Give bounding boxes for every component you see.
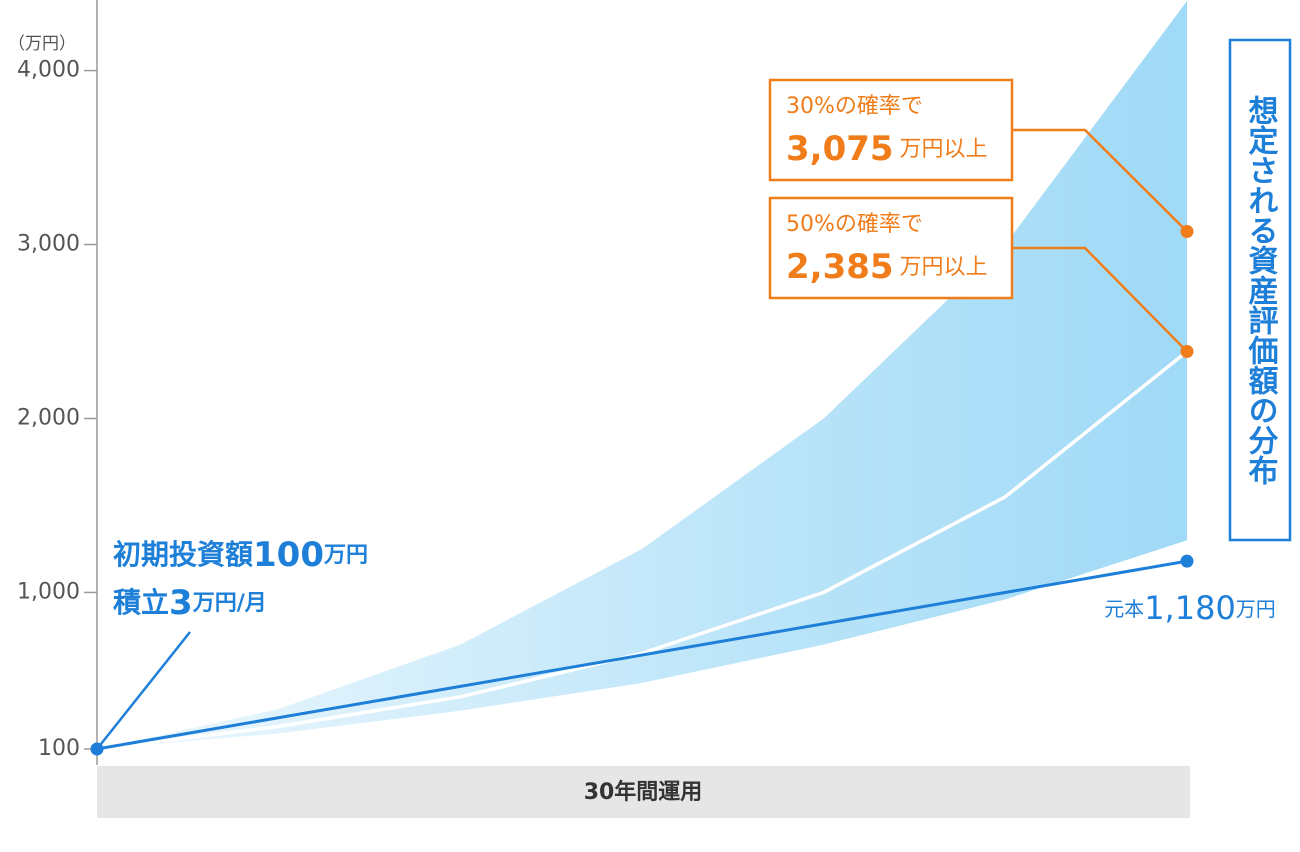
series-line <box>96 559 1188 751</box>
start-note-part: 積立 <box>113 586 169 619</box>
annotation-prefix: 30%の確率で <box>786 94 923 119</box>
annotation-leader <box>1012 128 1188 233</box>
principal-label: 元本1,180万円 <box>1104 589 1276 627</box>
start-note: 初期投資額100万円 <box>113 535 368 575</box>
annotation-leader <box>1012 246 1188 353</box>
annotation-value-label: 2,385 <box>786 247 894 287</box>
series-line <box>96 350 1189 751</box>
y-tick-label: 2,000 <box>17 405 80 430</box>
annotation-value: 3,075 万円以上 <box>786 129 988 169</box>
marker-point <box>1180 345 1194 359</box>
distribution-box <box>1228 38 1292 542</box>
y-unit: （万円） <box>8 34 76 54</box>
principal-unit: 万円 <box>1236 597 1276 621</box>
start-note-part: 万円/月 <box>192 591 267 616</box>
principal-name: 元本 <box>1104 597 1144 621</box>
start-note-part: 100 <box>253 535 324 575</box>
annotation-box <box>768 196 1014 300</box>
annotation-suffix: 万円以上 <box>900 255 988 280</box>
start-leader <box>96 631 191 750</box>
start-note-part: 初期投資額 <box>113 538 253 571</box>
annotation-prefix: 50%の確率で <box>786 212 923 237</box>
y-tick-label: 100 <box>38 736 80 761</box>
marker-point <box>1180 224 1194 238</box>
distribution-band <box>97 1 1187 749</box>
period-bar <box>97 766 1190 818</box>
y-tick-label: 4,000 <box>17 58 80 83</box>
period-label: 30年間運用 <box>584 779 703 805</box>
principal-value-label: 1,180 <box>1144 589 1236 627</box>
y-tick-label: 3,000 <box>17 232 80 257</box>
annotation-box <box>768 78 1014 182</box>
start-note: 積立3万円/月 <box>113 583 267 623</box>
start-note-part: 万円 <box>323 543 368 568</box>
annotation-value: 2,385 万円以上 <box>786 247 988 287</box>
annotation-suffix: 万円以上 <box>900 137 988 162</box>
start-note-part: 3 <box>169 583 193 623</box>
distribution-label: 想定される資産評価額の分布 <box>1243 95 1280 485</box>
annotation-value-label: 3,075 <box>786 129 894 169</box>
y-tick-label: 1,000 <box>17 579 80 604</box>
principal-point <box>1180 554 1194 568</box>
